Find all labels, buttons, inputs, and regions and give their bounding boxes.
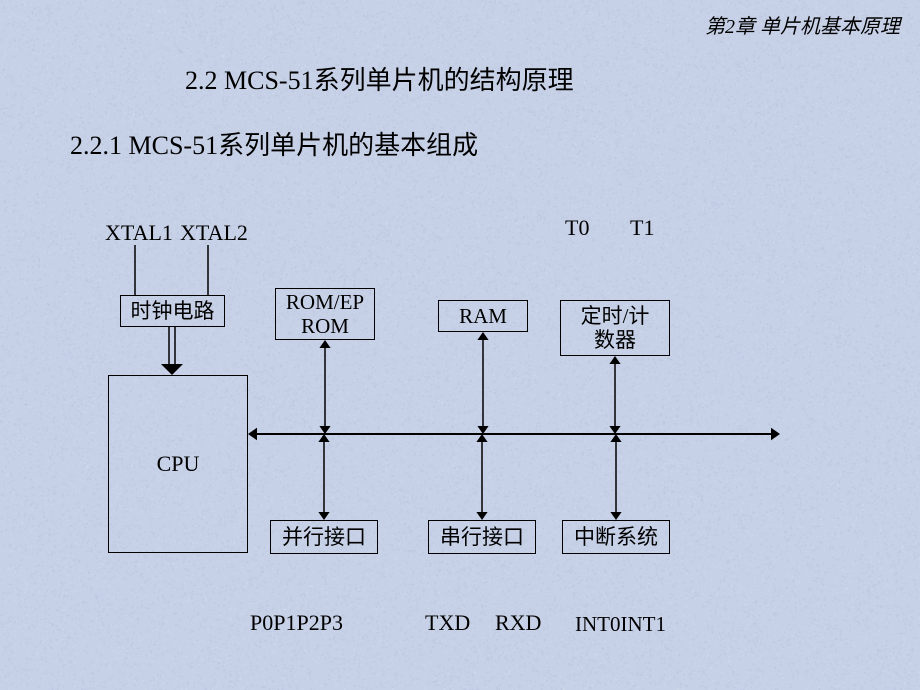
label-xtal1: XTAL1 (105, 220, 173, 246)
box-clock-label: 时钟电路 (131, 299, 215, 323)
box-serial-io: 串行接口 (428, 520, 536, 554)
label-rxd: RXD (495, 610, 541, 636)
background-texture (0, 0, 920, 690)
box-timer-label: 定时/计数器 (581, 304, 650, 352)
label-t1: T1 (630, 215, 654, 241)
box-clock: 时钟电路 (120, 295, 225, 327)
box-timer: 定时/计数器 (560, 300, 670, 356)
label-t0: T0 (565, 215, 589, 241)
box-parallel-io: 并行接口 (270, 520, 378, 554)
box-pio-label: 并行接口 (282, 525, 366, 549)
box-ram: RAM (438, 300, 528, 332)
label-int: INT0INT1 (575, 612, 666, 637)
box-cpu: CPU (108, 375, 248, 553)
box-ram-label: RAM (459, 304, 507, 328)
subsection-title: 2.2.1 MCS-51系列单片机的基本组成 (70, 125, 478, 162)
box-intr-label: 中断系统 (574, 525, 658, 549)
label-xtal2: XTAL2 (180, 220, 248, 246)
label-txd: TXD (425, 610, 470, 636)
box-serial-label: 串行接口 (440, 525, 524, 549)
chapter-header: 第2章 单片机基本原理 (705, 10, 900, 39)
section-title: 2.2 MCS-51系列单片机的结构原理 (185, 60, 574, 97)
box-cpu-label: CPU (157, 451, 200, 476)
box-rom-label: ROM/EPROM (286, 290, 364, 338)
box-interrupt: 中断系统 (562, 520, 670, 554)
label-ports: P0P1P2P3 (250, 610, 343, 636)
box-rom: ROM/EPROM (275, 288, 375, 340)
